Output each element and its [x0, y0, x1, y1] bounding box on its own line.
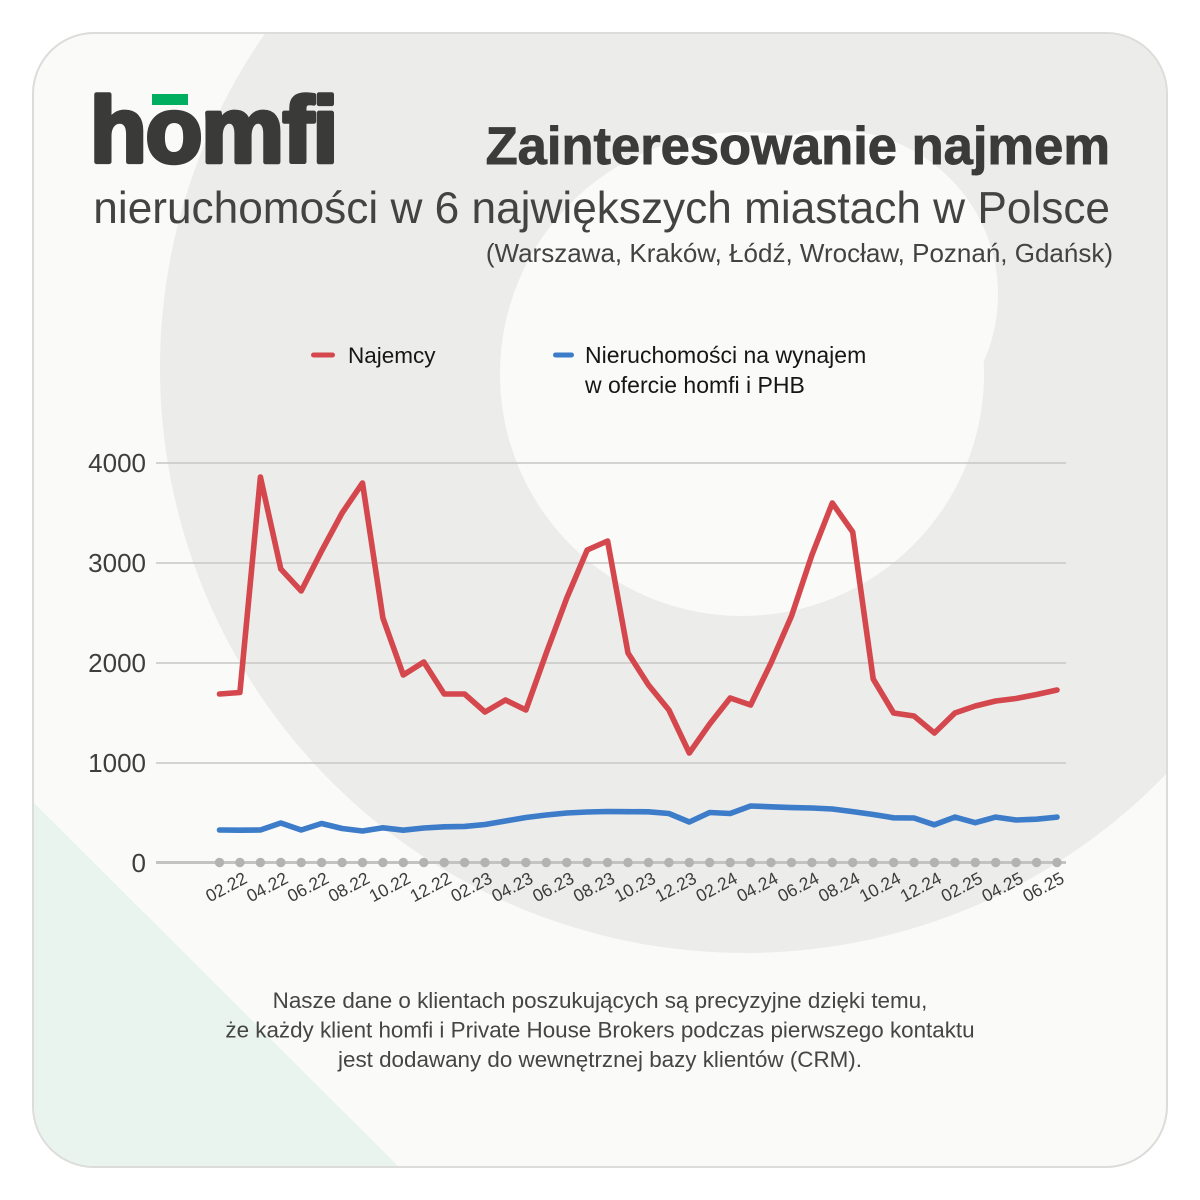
svg-text:10.22: 10.22 — [366, 868, 414, 906]
svg-text:08.24: 08.24 — [815, 868, 863, 906]
svg-text:(Warszawa, Kraków, Łódź, Wrocł: (Warszawa, Kraków, Łódź, Wrocław, Poznań… — [486, 238, 1113, 268]
svg-text:Najemcy: Najemcy — [348, 343, 436, 368]
svg-text:że każdy klient homfi i Privat: że każdy klient homfi i Private House Br… — [225, 1018, 974, 1043]
svg-text:08.22: 08.22 — [325, 868, 373, 906]
svg-text:2000: 2000 — [88, 648, 146, 678]
svg-text:Nieruchomości na wynajem: Nieruchomości na wynajem — [585, 342, 866, 368]
svg-text:06.25: 06.25 — [1019, 868, 1067, 906]
svg-text:02.25: 02.25 — [938, 868, 986, 906]
svg-text:0: 0 — [132, 848, 146, 878]
svg-text:06.23: 06.23 — [529, 868, 577, 906]
svg-text:06.24: 06.24 — [774, 868, 822, 906]
svg-text:4000: 4000 — [88, 448, 146, 478]
svg-text:04.24: 04.24 — [733, 868, 781, 906]
svg-text:06.22: 06.22 — [284, 868, 332, 906]
svg-text:12.23: 12.23 — [652, 868, 700, 906]
svg-text:04.23: 04.23 — [488, 868, 536, 906]
svg-text:08.23: 08.23 — [570, 868, 618, 906]
svg-text:homfi: homfi — [90, 78, 337, 182]
svg-text:Zainteresowanie najmem: Zainteresowanie najmem — [486, 117, 1110, 176]
svg-text:jest dodawany do wewnętrznej b: jest dodawany do wewnętrznej bazy klient… — [337, 1047, 862, 1072]
svg-text:04.22: 04.22 — [243, 868, 291, 906]
svg-text:02.24: 02.24 — [693, 868, 741, 906]
svg-text:w ofercie homfi i PHB: w ofercie homfi i PHB — [584, 372, 805, 398]
svg-text:02.23: 02.23 — [447, 868, 495, 906]
svg-text:04.25: 04.25 — [978, 868, 1026, 906]
svg-text:Nasze dane o klientach poszuku: Nasze dane o klientach poszukujących są … — [273, 988, 928, 1013]
svg-text:02.22: 02.22 — [202, 868, 250, 906]
svg-text:10.23: 10.23 — [611, 868, 659, 906]
svg-text:12.24: 12.24 — [897, 868, 945, 906]
svg-text:10.24: 10.24 — [856, 868, 904, 906]
svg-text:nieruchomości w 6 największych: nieruchomości w 6 największych miastach … — [93, 184, 1110, 233]
svg-text:1000: 1000 — [88, 748, 146, 778]
svg-text:3000: 3000 — [88, 548, 146, 578]
svg-text:12.22: 12.22 — [407, 868, 455, 906]
